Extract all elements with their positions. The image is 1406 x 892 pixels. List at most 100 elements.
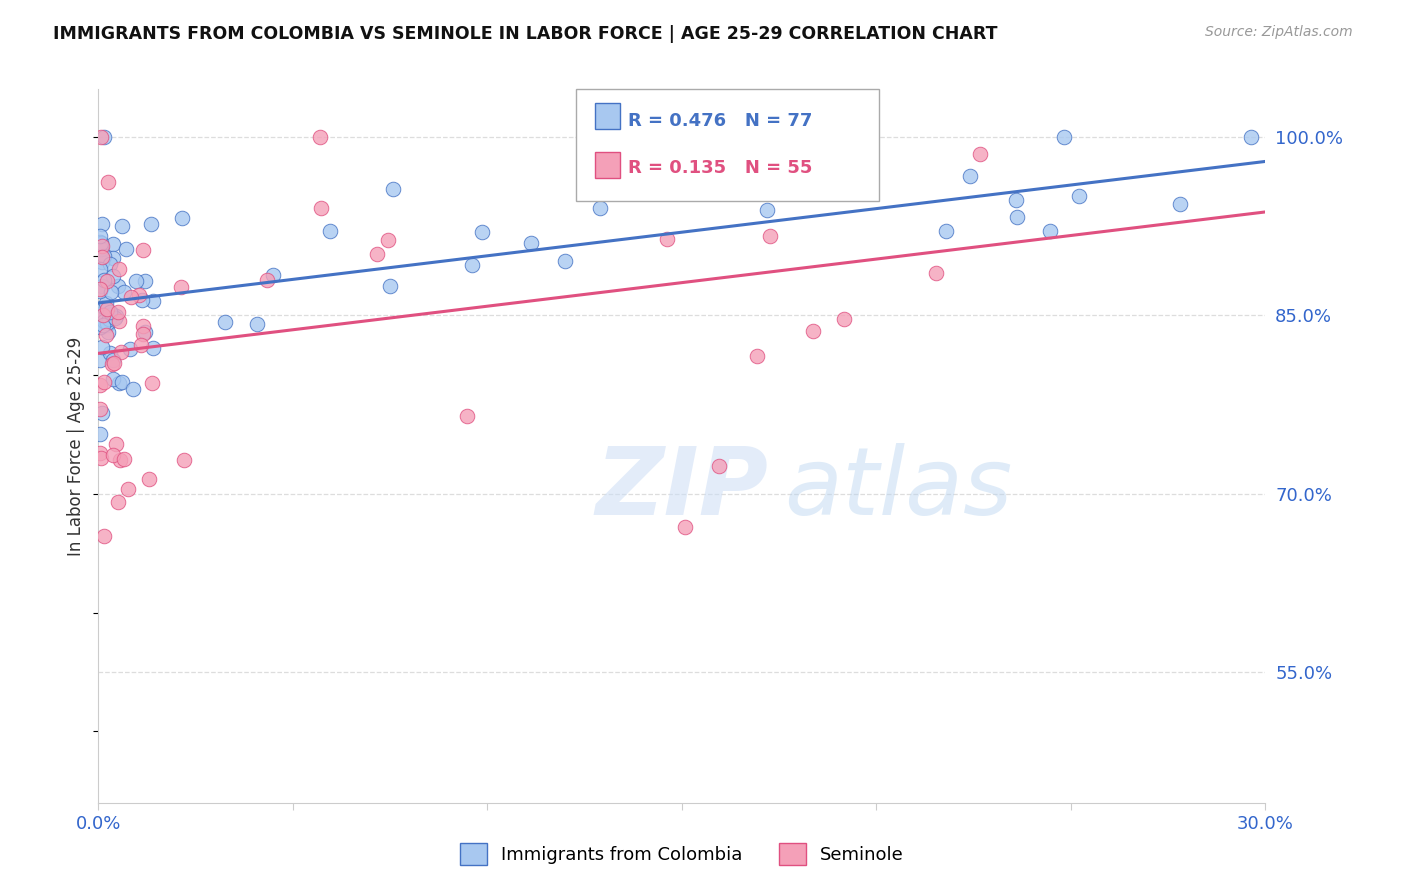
Point xyxy=(103,356,125,370)
Point xyxy=(96,274,118,288)
Point xyxy=(110,345,132,359)
Point xyxy=(96,327,118,342)
Point xyxy=(132,319,155,334)
Point xyxy=(89,282,111,296)
Point xyxy=(142,294,165,309)
Point xyxy=(142,341,165,355)
Point xyxy=(131,326,153,341)
Y-axis label: In Labor Force | Age 25-29: In Labor Force | Age 25-29 xyxy=(67,336,86,556)
Point xyxy=(1240,129,1263,144)
Point xyxy=(98,345,121,359)
Point xyxy=(657,231,679,245)
Point xyxy=(101,372,124,386)
Point xyxy=(959,169,981,184)
Point xyxy=(134,325,156,339)
Point xyxy=(1053,129,1076,144)
Point xyxy=(90,242,112,256)
Point xyxy=(117,482,139,496)
Point xyxy=(91,238,114,252)
Point xyxy=(90,307,112,321)
Point xyxy=(107,314,129,328)
Point xyxy=(108,262,131,277)
Point xyxy=(122,383,145,397)
Point xyxy=(100,285,122,299)
Point xyxy=(377,233,399,247)
Point xyxy=(101,353,124,368)
Point xyxy=(101,357,124,371)
Point xyxy=(93,308,115,322)
Point xyxy=(89,401,111,416)
Point xyxy=(90,450,112,465)
Point xyxy=(101,448,124,462)
Point xyxy=(89,446,111,460)
Point xyxy=(707,458,730,473)
Point xyxy=(756,202,779,217)
Point xyxy=(309,129,332,144)
Point xyxy=(1039,223,1062,237)
Point xyxy=(747,349,769,363)
Point xyxy=(129,338,152,352)
Point xyxy=(1168,196,1191,211)
Point xyxy=(104,437,127,451)
Point xyxy=(98,256,121,270)
Point xyxy=(96,316,118,330)
Point xyxy=(759,229,782,244)
Text: Source: ZipAtlas.com: Source: ZipAtlas.com xyxy=(1205,25,1353,39)
Point xyxy=(105,309,128,323)
Point xyxy=(1067,188,1090,202)
Point xyxy=(554,253,576,268)
Point xyxy=(125,274,148,288)
Point xyxy=(214,315,236,329)
Point xyxy=(89,235,111,249)
Point xyxy=(101,307,124,321)
Text: ZIP: ZIP xyxy=(596,442,768,535)
Point xyxy=(121,290,143,304)
Text: R = 0.135   N = 55: R = 0.135 N = 55 xyxy=(628,159,813,177)
Point xyxy=(107,304,129,318)
Point xyxy=(319,224,342,238)
Point xyxy=(107,279,129,293)
Point xyxy=(96,302,118,317)
Point xyxy=(90,218,112,232)
Point xyxy=(138,472,160,486)
Point xyxy=(748,178,770,192)
Point xyxy=(93,375,115,389)
Point xyxy=(118,342,141,356)
Point xyxy=(89,229,111,244)
Point xyxy=(93,249,115,263)
Point xyxy=(262,268,284,282)
Point xyxy=(90,279,112,293)
Point xyxy=(89,284,111,298)
Point xyxy=(456,409,478,423)
Point xyxy=(90,129,112,144)
Point xyxy=(128,288,150,302)
Point xyxy=(246,317,269,331)
Point xyxy=(98,312,121,326)
Point xyxy=(89,320,111,334)
Point xyxy=(111,219,134,234)
Point xyxy=(89,377,111,392)
Point xyxy=(754,129,776,144)
Legend: Immigrants from Colombia, Seminole: Immigrants from Colombia, Seminole xyxy=(453,836,911,872)
Point xyxy=(115,242,138,256)
Point xyxy=(309,201,332,215)
Point xyxy=(94,308,117,322)
Point xyxy=(803,324,825,338)
Point xyxy=(90,340,112,354)
Text: atlas: atlas xyxy=(783,443,1012,534)
Point xyxy=(366,247,388,261)
Point xyxy=(172,211,194,225)
Point xyxy=(519,235,541,250)
Point xyxy=(173,453,195,467)
Point xyxy=(925,266,948,280)
Point xyxy=(131,293,153,307)
Point xyxy=(111,375,134,389)
Point xyxy=(89,261,111,276)
Point xyxy=(832,312,855,326)
Point xyxy=(110,452,132,467)
Point xyxy=(98,305,121,319)
Point xyxy=(101,251,124,265)
Point xyxy=(134,275,156,289)
Point xyxy=(378,279,401,293)
Point xyxy=(96,318,118,332)
